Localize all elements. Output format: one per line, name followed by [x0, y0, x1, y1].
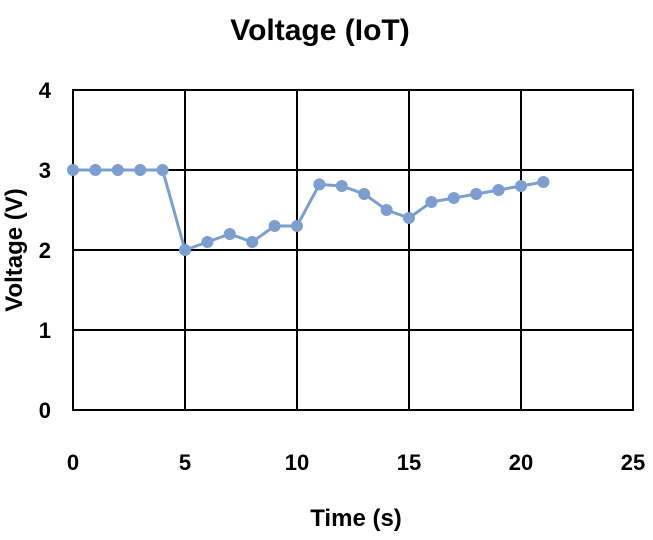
data-point-0-14: [380, 204, 393, 216]
data-point-0-9: [268, 220, 281, 232]
data-point-0-19: [492, 184, 505, 196]
data-point-0-11: [313, 178, 326, 191]
x-axis-ticks: 0 5 10 15 20 25: [67, 450, 645, 475]
data-point-0-2: [111, 164, 124, 176]
x-tick-label-2: 10: [285, 450, 309, 475]
data-point-0-13: [358, 188, 371, 200]
x-tick-label-1: 5: [179, 450, 191, 475]
y-tick-label-0: 0: [39, 398, 51, 423]
data-point-0-21: [537, 176, 550, 188]
x-tick-label-5: 25: [621, 450, 645, 475]
data-point-0-0: [67, 164, 79, 176]
data-point-0-1: [89, 164, 102, 176]
data-point-0-7: [223, 228, 236, 240]
x-tick-label-4: 20: [509, 450, 533, 475]
data-point-0-17: [447, 192, 460, 204]
data-point-0-6: [201, 236, 214, 248]
y-tick-label-4: 4: [39, 78, 52, 103]
y-tick-label-3: 3: [39, 158, 51, 183]
data-point-0-10: [291, 220, 303, 232]
data-point-0-20: [515, 180, 527, 192]
chart-title: Voltage (IoT): [230, 14, 409, 47]
plot-frame: [72, 89, 634, 411]
x-tick-label-0: 0: [67, 450, 79, 475]
x-axis-label: Time (s): [310, 505, 402, 532]
data-point-0-8: [246, 236, 259, 248]
data-point-0-4: [156, 164, 169, 176]
y-axis-ticks: 0 1 2 3 4: [39, 78, 52, 423]
data-point-0-15: [403, 212, 415, 224]
data-point-0-5: [179, 244, 191, 256]
y-axis-label: Voltage (V): [1, 188, 28, 312]
plot-grid: [72, 89, 634, 411]
y-tick-label-1: 1: [39, 318, 51, 343]
data-point-0-18: [470, 188, 483, 200]
data-point-0-12: [335, 180, 348, 192]
x-tick-label-3: 15: [397, 450, 421, 475]
y-tick-label-2: 2: [39, 238, 51, 263]
data-point-0-16: [425, 196, 438, 208]
data-point-0-3: [134, 164, 147, 176]
series-line-0: [73, 168, 544, 252]
series-group: [67, 164, 550, 256]
